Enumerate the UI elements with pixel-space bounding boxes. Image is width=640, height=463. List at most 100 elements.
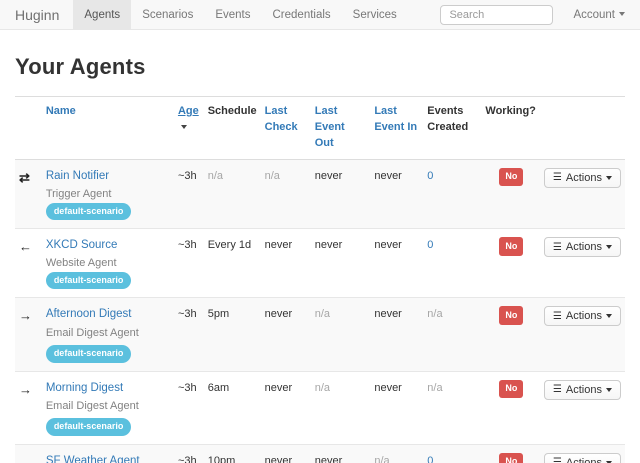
main-content: Your Agents Name Age Schedule Last Check…	[0, 54, 640, 463]
caret-down-icon	[605, 245, 612, 250]
schedule-cell: n/a	[207, 169, 224, 182]
schedule-cell: Every 1d	[203, 228, 261, 298]
arrow-right-icon: →	[19, 308, 32, 324]
events-created-link[interactable]: 0	[427, 169, 434, 182]
list-icon: ☰	[552, 457, 562, 463]
table-row: ← SF Weather Agent Weather Agent default…	[15, 443, 625, 463]
actions-button[interactable]: ☰ Actions	[543, 237, 621, 258]
table-row: ← XKCD Source Website Agent default-scen…	[15, 228, 625, 298]
nav-item-agents[interactable]: Agents	[73, 0, 132, 29]
actions-button[interactable]: ☰ Actions	[543, 379, 621, 400]
top-navbar: Huginn Agents Scenarios Events Credentia…	[0, 0, 640, 30]
scenario-badge[interactable]: default-scenario	[45, 345, 132, 363]
working-status-badge: No	[499, 379, 524, 399]
agent-name-link[interactable]: SF Weather Agent	[45, 454, 140, 463]
list-icon: ☰	[552, 384, 562, 396]
actions-label: Actions	[565, 456, 602, 463]
column-header-working: Working?	[481, 96, 540, 160]
last-event-out-cell: never	[314, 169, 343, 182]
last-event-out-cell: n/a	[310, 370, 371, 445]
last-check-cell: never	[260, 443, 311, 463]
column-header-last-event-in[interactable]: Last Event In	[370, 96, 424, 160]
actions-button[interactable]: ☰ Actions	[543, 167, 621, 188]
age-cell: ~3h	[177, 169, 197, 182]
sort-caret-icon	[180, 125, 187, 130]
table-row: → Morning Digest Email Digest Agent defa…	[15, 370, 625, 445]
last-event-in-cell: never	[370, 297, 424, 372]
last-event-in-sort-link[interactable]: Last Event In	[374, 105, 418, 133]
nav-item-scenarios[interactable]: Scenarios	[142, 9, 194, 21]
events-created-link[interactable]: 0	[427, 454, 434, 463]
last-event-in-cell: n/a	[370, 443, 424, 463]
nav-item-credentials[interactable]: Credentials	[272, 9, 331, 21]
agent-name-link[interactable]: XKCD Source	[45, 239, 118, 252]
last-check-cell: never	[260, 370, 311, 445]
table-row: → Afternoon Digest Email Digest Agent de…	[15, 297, 625, 372]
nav-item-services[interactable]: Services	[352, 9, 397, 21]
last-check-cell: never	[260, 228, 311, 298]
table-row: ⇄ Rain Notifier Trigger Agent default-sc…	[15, 159, 625, 229]
arrow-left-icon: ←	[19, 454, 32, 463]
agent-type-label: Trigger Agent	[45, 188, 112, 201]
age-sort-link[interactable]: Age	[177, 105, 199, 117]
main-nav: Agents Scenarios Events Credentials Serv…	[73, 0, 407, 29]
last-event-out-cell: never	[310, 228, 371, 298]
actions-label: Actions	[565, 171, 602, 184]
list-icon: ☰	[552, 241, 562, 253]
column-header-last-check[interactable]: Last Check	[260, 96, 311, 160]
navbar-right: Account	[440, 0, 640, 29]
column-header-name[interactable]: Name	[41, 96, 174, 160]
name-sort-link[interactable]: Name	[45, 105, 76, 117]
actions-label: Actions	[565, 310, 602, 323]
age-cell: ~3h	[173, 443, 204, 463]
brand-logo[interactable]: Huginn	[15, 7, 60, 23]
actions-button[interactable]: ☰ Actions	[543, 452, 621, 463]
agent-name-link[interactable]: Morning Digest	[45, 381, 124, 394]
transfer-icon: ⇄	[19, 169, 30, 185]
column-header-last-event-out[interactable]: Last Event Out	[310, 96, 371, 160]
column-header-age[interactable]: Age	[173, 96, 204, 160]
agent-type-label: Email Digest Agent	[45, 326, 139, 339]
scenario-badge[interactable]: default-scenario	[45, 271, 132, 290]
arrow-right-icon: →	[19, 381, 32, 397]
agent-name-link[interactable]: Afternoon Digest	[45, 308, 132, 321]
events-created-cell: n/a	[423, 297, 482, 372]
actions-button[interactable]: ☰ Actions	[543, 306, 621, 327]
age-cell: ~3h	[173, 370, 204, 445]
page-title: Your Agents	[15, 54, 146, 79]
caret-down-icon	[605, 314, 612, 319]
caret-down-icon	[605, 387, 612, 392]
schedule-cell: 6am	[203, 370, 261, 445]
working-status-badge: No	[499, 237, 524, 256]
scenario-badge[interactable]: default-scenario	[45, 202, 132, 221]
schedule-cell: 5pm	[203, 297, 261, 372]
working-status-badge: No	[499, 167, 524, 187]
agent-type-label: Email Digest Agent	[45, 399, 139, 412]
column-header-actions	[539, 96, 625, 160]
last-event-out-sort-link[interactable]: Last Event Out	[314, 105, 345, 149]
account-dropdown[interactable]: Account	[573, 9, 625, 21]
agent-name-link[interactable]: Rain Notifier	[45, 169, 110, 182]
age-cell: ~3h	[173, 297, 204, 372]
agent-type-label: Website Agent	[45, 257, 117, 270]
arrow-left-icon: ←	[19, 239, 32, 255]
actions-label: Actions	[565, 241, 602, 254]
caret-down-icon	[605, 460, 612, 463]
list-icon: ☰	[552, 310, 562, 322]
column-header-schedule: Schedule	[203, 96, 261, 160]
schedule-cell: 10pm	[203, 443, 261, 463]
last-event-in-cell: never	[370, 228, 424, 298]
nav-item-events[interactable]: Events	[215, 9, 251, 21]
list-icon: ☰	[552, 172, 562, 184]
actions-label: Actions	[565, 383, 602, 396]
column-header-events-created: Events Created	[423, 96, 482, 160]
last-check-sort-link[interactable]: Last Check	[264, 105, 298, 133]
age-cell: ~3h	[173, 228, 204, 298]
scenario-badge[interactable]: default-scenario	[45, 418, 132, 436]
agents-table: Name Age Schedule Last Check Last Event …	[15, 96, 625, 463]
last-event-in-cell: never	[370, 370, 424, 445]
account-label: Account	[573, 8, 615, 21]
search-input[interactable]	[440, 4, 554, 25]
caret-down-icon	[605, 175, 612, 180]
events-created-link[interactable]: 0	[427, 239, 434, 252]
